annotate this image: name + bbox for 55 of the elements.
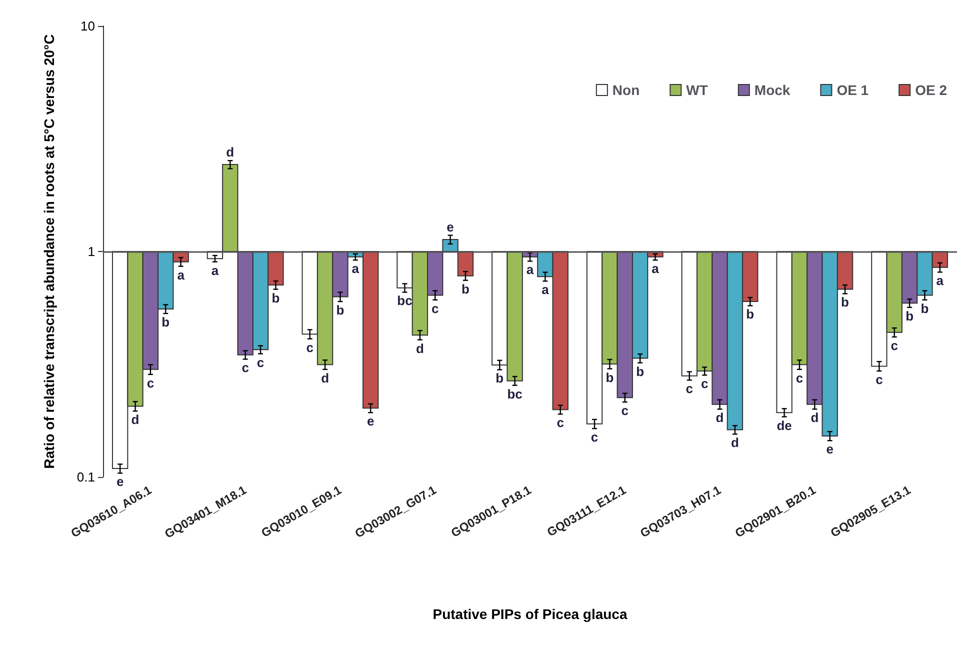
y-axis-title: Ratio of relative transcript abundance in roots at 5°C versus 20°C (41, 34, 57, 469)
data-label: c (686, 381, 694, 396)
data-label: a (542, 282, 550, 298)
data-label: e (116, 474, 124, 490)
data-label: b (636, 364, 644, 379)
data-label: c (556, 415, 564, 430)
data-label: d (131, 412, 140, 428)
data-label: a (652, 261, 660, 276)
data-label: b (746, 306, 754, 322)
legend-label: Non (612, 82, 640, 98)
data-label: d (716, 410, 724, 426)
data-label: b (906, 308, 914, 324)
data-label: b (272, 290, 280, 306)
data-label: c (146, 375, 154, 390)
data-label: b (496, 370, 504, 386)
y-tick-label: 0.1 (76, 470, 95, 484)
data-label: c (796, 370, 804, 386)
data-label: c (431, 300, 439, 316)
data-label: e (446, 219, 454, 234)
data-label: d (416, 340, 424, 356)
data-label: bc (397, 293, 412, 308)
legend-label: Mock (754, 82, 790, 98)
legend-label: OE 2 (915, 82, 948, 98)
y-tick-label: 1 (88, 244, 95, 259)
data-label: b (336, 302, 344, 318)
data-label: c (700, 376, 708, 392)
data-label: d (226, 144, 234, 160)
data-label: a (526, 262, 534, 278)
data-label: c (242, 360, 249, 376)
data-label: a (177, 267, 186, 282)
data-label: e (826, 442, 834, 457)
data-label: b (606, 370, 614, 385)
legend-label: WT (686, 82, 708, 98)
data-label: b (920, 300, 929, 316)
data-label: d (730, 435, 739, 450)
data-label: de (776, 418, 792, 433)
y-tick-label: 10 (80, 18, 95, 34)
data-label: e (366, 414, 374, 429)
data-label: c (590, 430, 598, 445)
data-label: d (321, 370, 330, 386)
data-label: a (211, 262, 220, 278)
data-label: b (462, 281, 470, 296)
data-label: c (306, 340, 314, 355)
data-label: c (256, 354, 264, 370)
x-axis-title: Putative PIPs of Picea glauca (432, 606, 628, 622)
legend-label: OE 1 (836, 82, 869, 98)
data-label: c (621, 403, 629, 418)
data-label: bc (507, 386, 522, 402)
data-label: b (841, 294, 850, 310)
data-label: a (352, 261, 360, 276)
data-label: a (936, 273, 944, 288)
data-label: c (890, 338, 898, 353)
data-label: d (810, 410, 819, 426)
data-label: b (162, 314, 170, 330)
data-label: c (876, 372, 883, 388)
